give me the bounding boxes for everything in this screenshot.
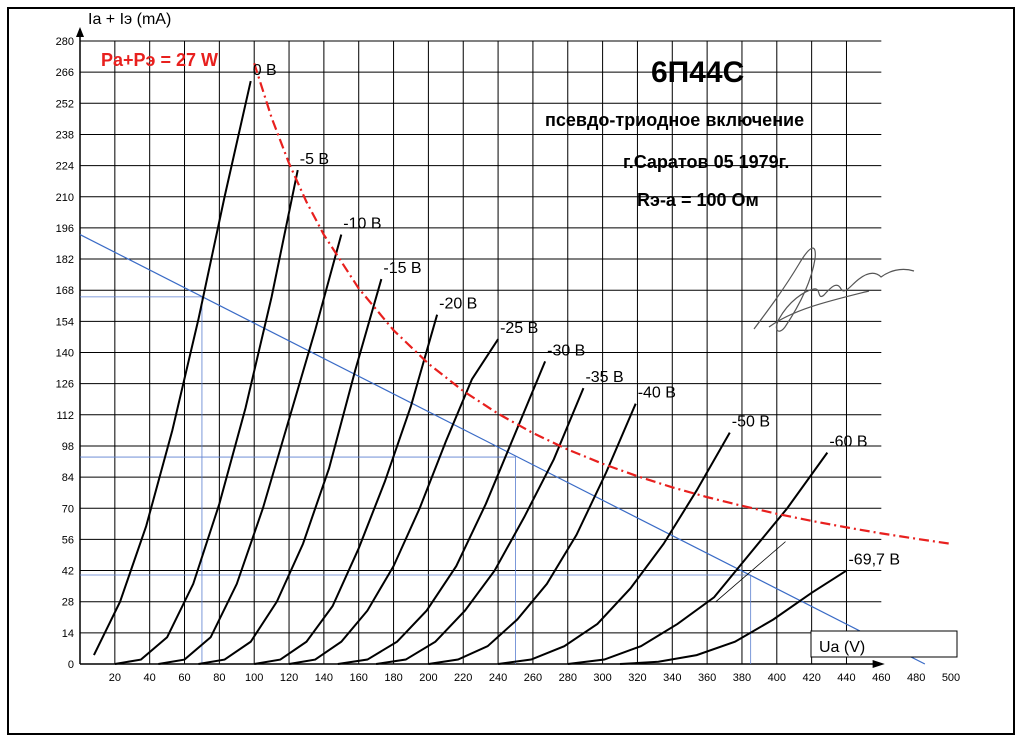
y-tick-label: 168 (56, 285, 74, 297)
x-tick-label: 220 (454, 672, 472, 684)
x-tick-label: 20 (109, 672, 121, 684)
tube-characteristics-chart: 20 40 60 80 100 120 140 160 180 200 220 240 260 280 30… (56, 11, 961, 684)
x-tick-label: 400 (768, 672, 786, 684)
curve-label: -40 В (638, 385, 676, 402)
y-tick-label: 0 (68, 659, 74, 671)
curve-label: -10 В (343, 216, 381, 233)
curve-label: -5 В (300, 151, 329, 168)
anode-curve-9 (497, 432, 731, 665)
curve-label: -20 В (439, 296, 477, 313)
operating-point-guide (80, 296, 203, 664)
x-tick-label: 40 (144, 672, 156, 684)
x-tick-label: 200 (419, 672, 437, 684)
x-tick-label: 360 (698, 672, 716, 684)
curve-label: -69,7 В (848, 552, 900, 569)
x-tick-label: 420 (802, 672, 820, 684)
anode-curve-10 (567, 452, 829, 665)
x-axis-arrow (872, 660, 885, 668)
curve-label: -15 В (383, 260, 421, 277)
y-axis-arrow (76, 27, 84, 37)
load-line (79, 234, 926, 665)
x-tick-label: 240 (489, 672, 507, 684)
operating-point-guide (80, 574, 752, 664)
y-tick-label: 210 (56, 192, 74, 204)
power-label: Pa+Pэ = 27 W (101, 50, 218, 70)
x-tick-label: 500 (942, 672, 960, 684)
x-tick-label: 180 (384, 672, 402, 684)
y-tick-label: 266 (56, 67, 74, 79)
anode-curve-4 (254, 314, 439, 665)
chart-title: 6П44С (651, 56, 744, 89)
y-tick-label: 182 (56, 254, 74, 266)
y-tick-label: 70 (62, 503, 74, 515)
x-axis-label: Ua (V) (819, 639, 865, 656)
curve-label: -50 В (732, 414, 770, 431)
y-tick-label: 14 (62, 628, 74, 640)
x-tick-label: 80 (213, 672, 225, 684)
x-tick-label: 300 (593, 672, 611, 684)
anode-curve-0 (93, 80, 252, 656)
x-axis-label-box (810, 630, 958, 658)
y-tick-label: 252 (56, 98, 74, 110)
x-tick-label: 440 (837, 672, 855, 684)
annotation-resistor: Rэ-а = 100 Ом (637, 190, 759, 210)
signature-image (753, 247, 915, 332)
x-tick-label: 320 (628, 672, 646, 684)
x-tick-label: 380 (733, 672, 751, 684)
y-tick-label: 238 (56, 129, 74, 141)
x-tick-label: 120 (280, 672, 298, 684)
grid (80, 40, 882, 664)
curve-label: -35 В (585, 369, 623, 386)
y-axis-label: Ia + Iэ (mA) (88, 11, 171, 28)
anode-curve-3 (198, 278, 383, 665)
y-tick-label: 28 (62, 597, 74, 609)
anode-curve-8 (428, 403, 637, 665)
x-tick-label: 340 (663, 672, 681, 684)
y-tick-label: 140 (56, 348, 74, 360)
load-line (79, 234, 926, 665)
anode-curve-11 (619, 569, 848, 665)
curve-label: -60 В (829, 434, 867, 451)
y-tick-label: 42 (62, 566, 74, 578)
anode-curve-7 (375, 387, 585, 665)
x-tick-label: 260 (524, 672, 542, 684)
y-tick-label: 56 (62, 534, 74, 546)
annotation-origin: г.Саратов 05 1979г. (623, 152, 789, 172)
anode-curve-2 (158, 234, 343, 665)
chart-frame: 20 40 60 80 100 120 140 160 180 200 220 240 260 280 30… (7, 7, 1015, 735)
anode-curve-1 (114, 169, 299, 665)
x-tick-label: 480 (907, 672, 925, 684)
y-tick-label: 98 (62, 441, 74, 453)
x-tick-label: 100 (245, 672, 263, 684)
y-tick-label: 196 (56, 223, 74, 235)
power-curve (253, 62, 952, 545)
anode-curve-6 (337, 361, 547, 665)
anode-curve-5 (288, 338, 499, 665)
y-tick-label: 112 (56, 410, 74, 422)
y-tick-label: 84 (62, 472, 74, 484)
x-tick-label: 460 (872, 672, 890, 684)
power-dissipation-curve (253, 62, 952, 545)
x-tick-label: 160 (350, 672, 368, 684)
x-tick-label: 60 (178, 672, 190, 684)
axes (76, 27, 885, 668)
y-tick-label: 126 (56, 379, 74, 391)
x-tick-label: 140 (315, 672, 333, 684)
x-tick-label: 280 (559, 672, 577, 684)
operating-point-guide (80, 456, 516, 664)
y-tick-label: 224 (56, 161, 74, 173)
tick-labels: 20 40 60 80 100 120 140 160 180 200 220 240 260 280 30… (56, 36, 961, 684)
y-tick-label: 280 (56, 36, 74, 48)
curve-label: -30 В (547, 342, 585, 359)
curve-labels: 0 В -5 В -10 В -15 В -20 В -25 В -30 В-35 В -40… (253, 62, 900, 569)
curve-label: 0 В (253, 62, 277, 79)
annotation-mode: псевдо-триодное включение (545, 110, 804, 130)
curve-label: -25 В (500, 320, 538, 337)
y-tick-label: 154 (56, 316, 74, 328)
tangent-mark (715, 541, 786, 603)
